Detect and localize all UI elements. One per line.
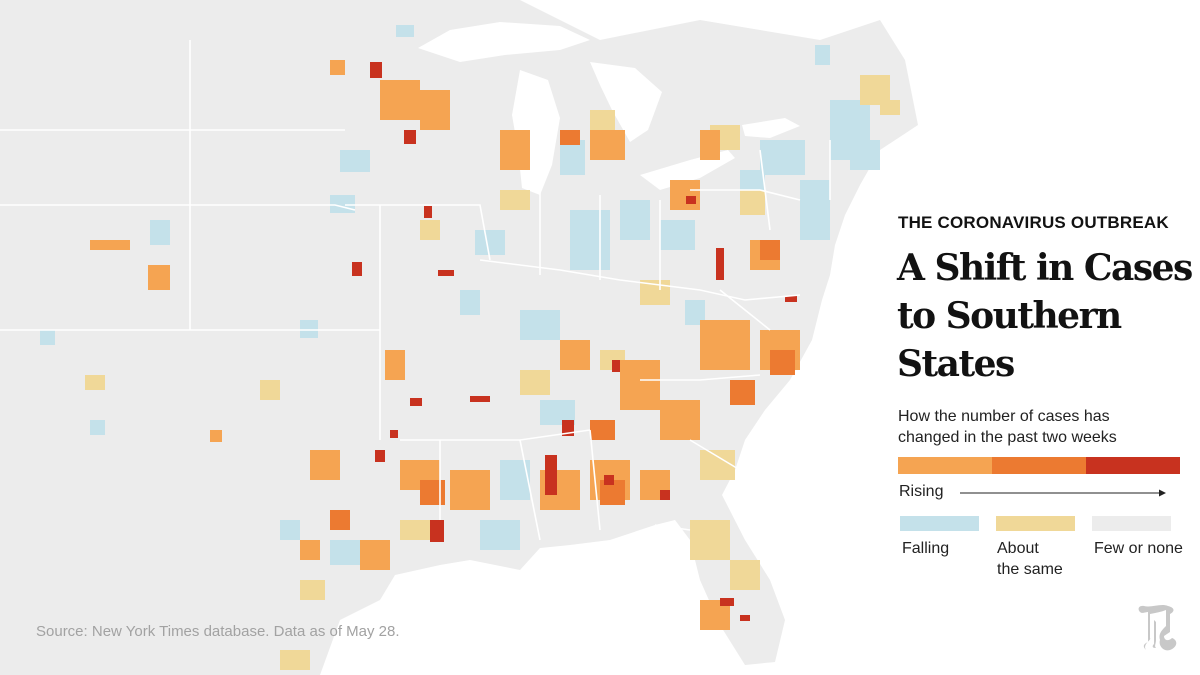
legend-same-line-1: About: [997, 540, 1039, 557]
legend-rising-swatch-1: [898, 457, 992, 474]
county-patches: [40, 25, 900, 670]
headline: A Shift in Cases to Southern States: [897, 244, 1197, 388]
legend-subtitle-line-1: How the number of cases has: [898, 408, 1110, 425]
lake-huron: [590, 62, 662, 142]
arrow-right-icon: [960, 489, 1166, 497]
legend-falling-label: Falling: [902, 538, 949, 559]
legend-same-swatch: [996, 516, 1075, 531]
state-borders: [0, 40, 831, 541]
legend-same-label: About the same: [997, 538, 1063, 580]
legend-subtitle: How the number of cases has changed in t…: [898, 406, 1188, 448]
lake-ontario: [742, 118, 800, 138]
source-note: Source: New York Times database. Data as…: [36, 623, 400, 640]
nyt-t-logo-icon: [1138, 605, 1177, 651]
legend-rising-label: Rising: [899, 483, 944, 500]
legend-rising-swatch-3: [1086, 457, 1180, 474]
legend-none-text: Few or none: [1094, 540, 1183, 557]
lake-superior: [418, 22, 590, 62]
legend-falling-swatch: [900, 516, 979, 531]
headline-line-2: to Southern: [897, 295, 1122, 337]
legend-none-swatch: [1092, 516, 1171, 531]
headline-line-3: States: [897, 343, 1015, 385]
legend-none-label: Few or none: [1094, 538, 1183, 559]
legend-rising-swatch-2: [992, 457, 1086, 474]
legend-falling-text: Falling: [902, 540, 950, 557]
kicker: THE CORONAVIRUS OUTBREAK: [898, 213, 1169, 232]
headline-line-1: A Shift in Cases: [897, 247, 1193, 289]
legend-subtitle-line-2: changed in the past two weeks: [898, 429, 1117, 446]
legend-same-line-2: the same: [997, 561, 1063, 578]
